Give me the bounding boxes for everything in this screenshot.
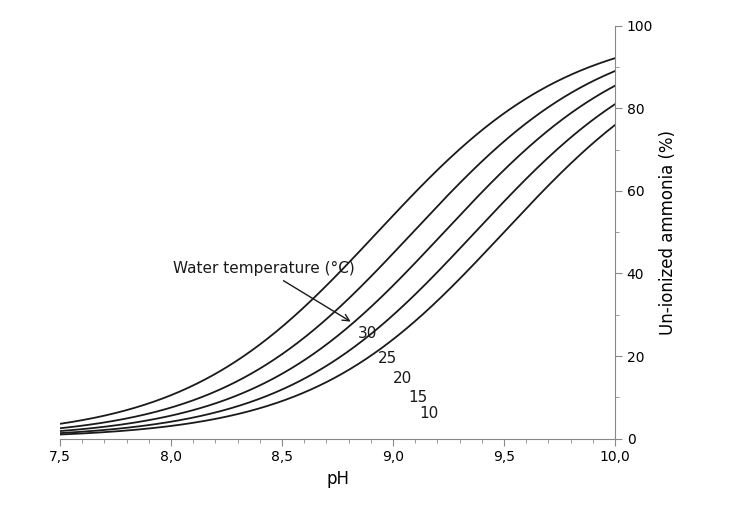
Y-axis label: Un-ionized ammonia (%): Un-ionized ammonia (%) [658,130,676,335]
Text: 10: 10 [420,406,439,422]
X-axis label: pH: pH [326,470,349,488]
Text: 30: 30 [358,326,376,341]
Text: 15: 15 [409,390,428,405]
Text: Water temperature (°C): Water temperature (°C) [173,262,355,321]
Text: 20: 20 [393,371,412,386]
Text: 25: 25 [377,350,397,366]
